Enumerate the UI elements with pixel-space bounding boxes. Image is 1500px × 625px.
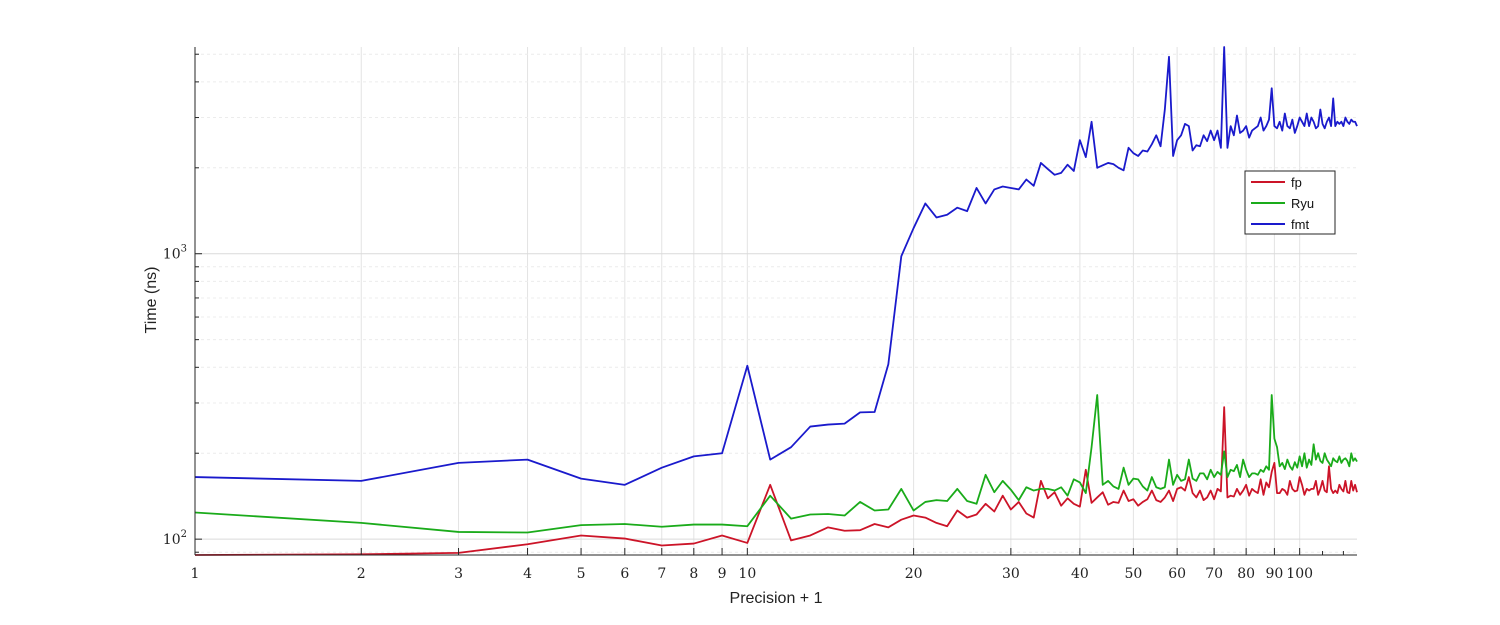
legend-label-fp: fp bbox=[1291, 175, 1302, 190]
series-lines bbox=[194, 46, 1358, 556]
x-tick-label: 40 bbox=[1071, 566, 1089, 582]
legend-label-fmt: fmt bbox=[1291, 217, 1309, 232]
x-tick-label: 30 bbox=[1002, 566, 1020, 582]
x-axis-label: Precision + 1 bbox=[730, 590, 823, 607]
x-tick-label: 100 bbox=[1286, 566, 1313, 582]
x-tick-label: 3 bbox=[454, 566, 463, 582]
x-tick-label: 6 bbox=[620, 566, 629, 582]
x-tick-label: 90 bbox=[1265, 566, 1283, 582]
grid bbox=[194, 47, 1357, 555]
series-line-fmt bbox=[194, 46, 1358, 486]
x-tick-label: 10 bbox=[738, 566, 756, 582]
x-tick-label: 20 bbox=[905, 566, 923, 582]
x-tick-label: 8 bbox=[689, 566, 698, 582]
legend: fp Ryu fmt bbox=[1244, 170, 1336, 235]
x-tick-label: 2 bbox=[357, 566, 366, 582]
y-tick-label: 103 bbox=[163, 244, 187, 263]
series-line-ryu bbox=[194, 394, 1358, 534]
y-axis-label: Time (ns) bbox=[143, 267, 160, 334]
x-tick-label: 70 bbox=[1205, 566, 1223, 582]
x-tick-label: 50 bbox=[1124, 566, 1142, 582]
x-tick-label: 9 bbox=[718, 566, 727, 582]
x-tick-label: 4 bbox=[523, 566, 532, 582]
y-tick-label: 102 bbox=[163, 529, 187, 548]
x-tick-label: 5 bbox=[577, 566, 586, 582]
axes bbox=[194, 47, 1357, 556]
legend-label-ryu: Ryu bbox=[1291, 196, 1314, 211]
x-tick-label: 60 bbox=[1168, 566, 1186, 582]
tick-labels: 1 2 3 4 5 6 7 8 9 10 20 30 40 50 60 70 80 90 100 102 103 bbox=[163, 244, 1313, 582]
series-line-fp bbox=[194, 406, 1358, 556]
x-tick-label: 7 bbox=[657, 566, 666, 582]
x-tick-label: 80 bbox=[1237, 566, 1255, 582]
x-tick-label: 1 bbox=[191, 566, 200, 582]
